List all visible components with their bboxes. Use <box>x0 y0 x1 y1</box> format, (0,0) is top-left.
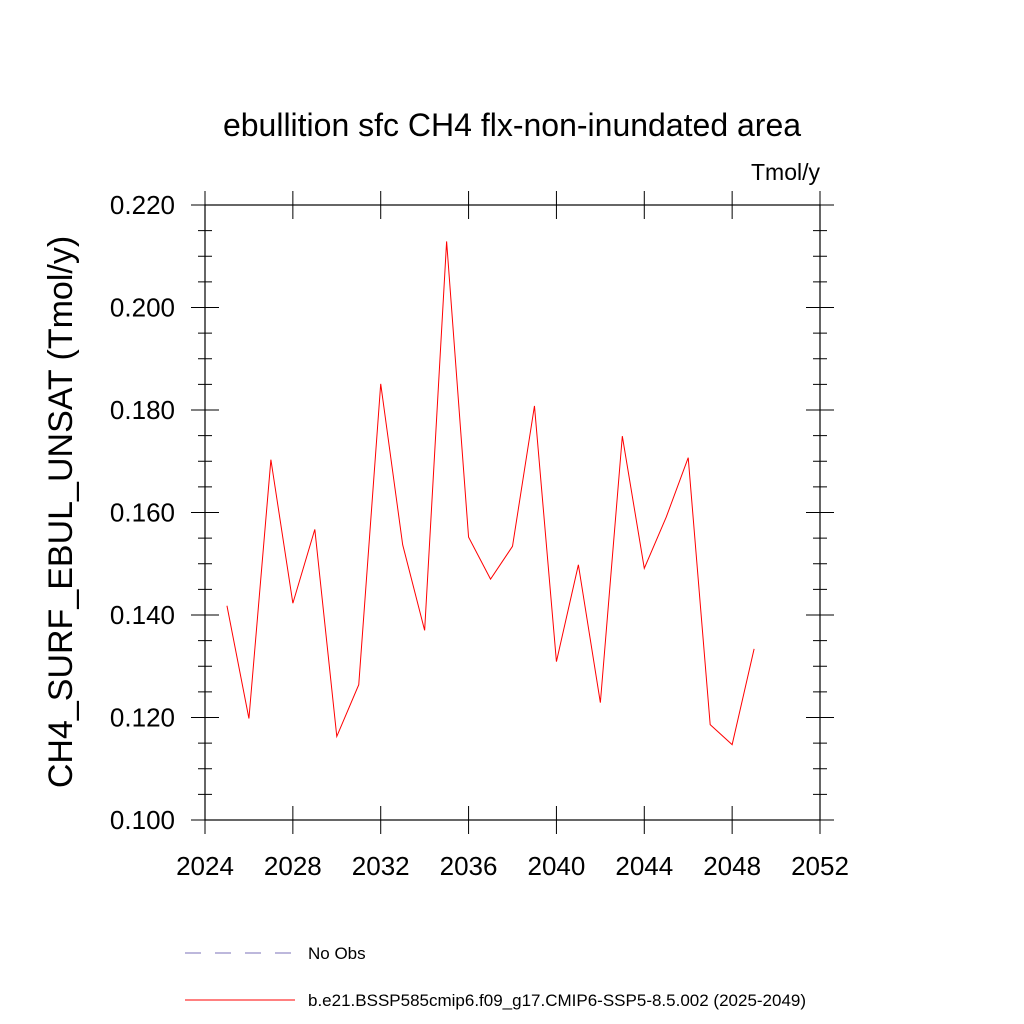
x-tick-label: 2048 <box>703 851 761 881</box>
y-tick-label: 0.100 <box>110 805 175 835</box>
y-tick-label: 0.140 <box>110 600 175 630</box>
x-tick-label: 2028 <box>264 851 322 881</box>
y-tick-label: 0.120 <box>110 703 175 733</box>
y-tick-label: 0.160 <box>110 498 175 528</box>
y-axis-label: CH4_SURF_EBUL_UNSAT (Tmol/y) <box>42 236 80 788</box>
units-label: Tmol/y <box>751 159 821 185</box>
x-tick-label: 2024 <box>176 851 234 881</box>
y-tick-label: 0.220 <box>110 190 175 220</box>
legend-label-model-run: b.e21.BSSP585cmip6.f09_g17.CMIP6-SSP5-8.… <box>308 991 806 1010</box>
chart-title: ebullition sfc CH4 flx-non-inundated are… <box>223 107 801 143</box>
legend: No Obs b.e21.BSSP585cmip6.f09_g17.CMIP6-… <box>185 944 806 1010</box>
axis-tick-labels: 0.100 0.120 0.140 0.160 0.180 0.200 0.220 2024 2… <box>110 190 849 881</box>
y-tick-label: 0.180 <box>110 395 175 425</box>
legend-label-no-obs: No Obs <box>308 944 366 963</box>
x-tick-label: 2036 <box>440 851 498 881</box>
series-line-0 <box>226 241 755 746</box>
x-tick-label: 2040 <box>528 851 586 881</box>
x-tick-label: 2044 <box>615 851 673 881</box>
x-tick-label: 2052 <box>791 851 849 881</box>
axis-ticks <box>191 191 834 834</box>
y-tick-label: 0.200 <box>110 293 175 323</box>
plot-area-frame <box>204 204 821 821</box>
series-lines <box>226 241 755 746</box>
x-tick-label: 2032 <box>352 851 410 881</box>
